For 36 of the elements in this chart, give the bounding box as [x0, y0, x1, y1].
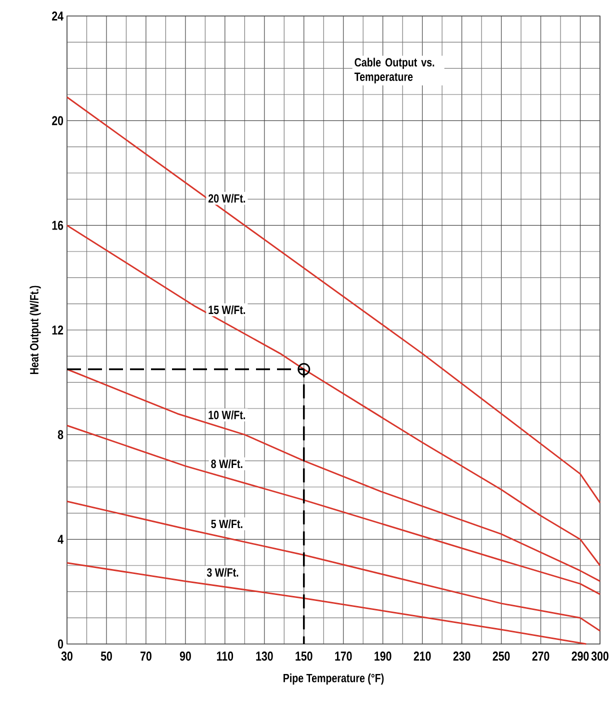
line-series [66, 224, 601, 566]
y-tick-label: 20 [52, 116, 64, 126]
x-tick-label: 50 [100, 652, 112, 661]
line-series [66, 562, 587, 645]
series-label: 5 W/Ft. [211, 519, 242, 528]
y-tick-label: 4 [58, 534, 64, 544]
x-tick-label: 270 [532, 652, 550, 661]
series-label: 8 W/Ft. [211, 459, 242, 468]
x-tick-label: 230 [453, 652, 470, 661]
x-tick-label: 210 [414, 652, 431, 661]
x-axis-title: Pipe Temperature (°F) [284, 674, 384, 685]
x-tick-label: 190 [374, 652, 392, 661]
series-label: 20 W/Ft. [208, 194, 246, 203]
series-label: 3 W/Ft. [206, 568, 238, 577]
y-tick-label: 8 [58, 430, 64, 440]
y-tick-label: 24 [52, 11, 64, 21]
line-series [66, 500, 601, 632]
series-label: 10 W/Ft. [208, 410, 246, 420]
x-tick-label: 130 [256, 652, 273, 661]
x-tick-label: 30 [61, 652, 72, 661]
x-tick-label: 250 [492, 652, 510, 661]
y-tick-label: 16 [52, 220, 64, 230]
line-series [66, 424, 601, 596]
series-label: 15 W/Ft. [208, 305, 246, 314]
x-tick-label: 90 [180, 652, 191, 661]
y-tick-label: 0 [58, 639, 64, 649]
x-tick-label: 290 [572, 652, 589, 661]
x-tick-label: 300 [591, 652, 608, 661]
x-tick-label: 110 [217, 652, 234, 661]
line-series [66, 368, 601, 582]
y-axis-title: Heat Output (W/Ft.) [30, 286, 41, 374]
y-tick-label: 12 [52, 325, 64, 335]
text: Cable Output vs. Temperature [354, 58, 434, 84]
x-tick-label: 70 [140, 652, 152, 661]
x-tick-label: 150 [296, 652, 312, 661]
x-tick-label: 170 [335, 652, 352, 661]
